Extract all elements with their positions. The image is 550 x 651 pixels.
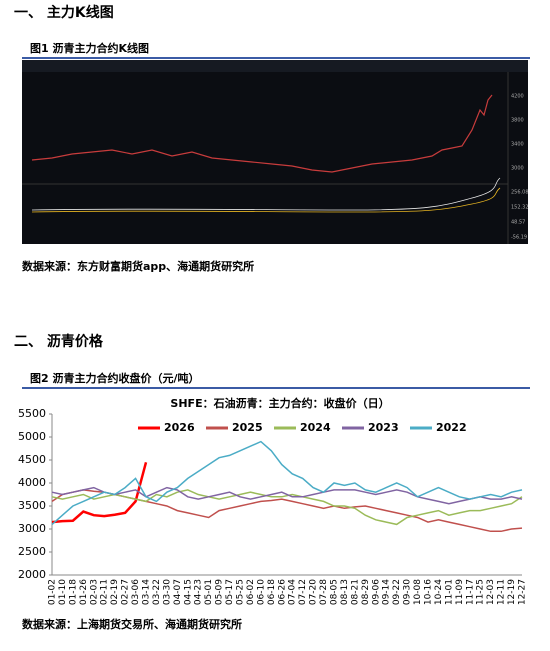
heading: 二、 沥青价格 (14, 334, 103, 350)
x-tick-label: 04-15 (183, 579, 193, 605)
y-tick-label: 3500 (18, 499, 46, 512)
toolbar (22, 60, 528, 72)
y-tick-label: 5500 (18, 407, 46, 420)
kline-screenshot: 4200 3800 3400 3000 256.08 152.32 48.57 -56.19 (22, 60, 528, 244)
y-tick-label: 2500 (18, 545, 46, 558)
rule (22, 57, 530, 59)
x-tick-label: 08-21 (350, 579, 360, 605)
y-tick-label: 3000 (18, 522, 46, 535)
x-tick-label: 09-30 (403, 579, 413, 605)
legend-label: 2024 (300, 421, 331, 434)
x-tick-label: 07-04 (288, 579, 298, 605)
x-tick-label: 12-03 (486, 579, 496, 605)
panel (22, 60, 528, 244)
macd-label: 256.08 (511, 190, 528, 196)
series-line (51, 489, 523, 526)
legend-label: 2025 (232, 421, 263, 434)
x-tick-label: 12-27 (518, 579, 528, 605)
heading: 一、 主力K线图 (14, 5, 114, 21)
x-tick-label: 02-03 (89, 579, 99, 605)
x-tick-label: 04-23 (194, 579, 204, 605)
x-tick-label: 05-17 (225, 579, 235, 605)
series-line (51, 461, 148, 524)
price-label: 4200 (511, 94, 524, 100)
line-chart: SHFE：石油沥青：主力合约：收盘价（日） 2000 2500 3000 3500 40… (18, 396, 528, 605)
x-tick-label: 06-02 (246, 579, 256, 605)
y-tick-label: 5000 (18, 430, 46, 443)
source: 数据来源：上海期货交易所、海通期货研究所 (22, 618, 242, 631)
x-tick-label: 07-12 (298, 579, 308, 605)
price-label: 3800 (511, 118, 524, 124)
price-trace (31, 94, 493, 173)
x-tick-label: 09-06 (371, 579, 381, 605)
x-tick-label: 07-20 (309, 579, 319, 605)
x-tick-label: 02-19 (110, 579, 120, 605)
x-tick-label: 05-01 (204, 579, 214, 605)
x-tick-label: 10-24 (434, 579, 444, 605)
y-tick-label: 2000 (18, 568, 46, 581)
x-tick-label: 06-10 (256, 579, 266, 605)
series-line (51, 486, 523, 505)
x-tick-label: 11-25 (476, 579, 486, 605)
legend-label: 2023 (368, 421, 399, 434)
x-tick-label: 05-09 (215, 579, 225, 605)
y-tick-label: 4000 (18, 476, 46, 489)
x-tick-label: 06-26 (277, 579, 287, 605)
x-tick-label: 10-08 (413, 579, 423, 605)
x-tick-label: 04-07 (173, 579, 183, 605)
price-label: 3000 (511, 166, 524, 172)
x-tick-label: 05-25 (236, 579, 246, 605)
macd-label: 152.32 (511, 205, 528, 211)
legend-label: 2022 (436, 421, 467, 434)
x-tick-label: 02-11 (100, 579, 110, 605)
x-tick-label: 01-10 (58, 579, 68, 605)
macd-signal (31, 187, 501, 213)
chart-title: SHFE：石油沥青：主力合约：收盘价（日） (170, 396, 389, 410)
caption: 图1 沥青主力合约K线图 (30, 42, 150, 55)
x-tick-label: 06-18 (267, 579, 277, 605)
legend-label: 2026 (164, 421, 195, 434)
macd-line (31, 177, 501, 211)
x-tick-label: 12-11 (497, 579, 507, 605)
source: 数据来源：东方财富期货app、海通期货研究所 (22, 260, 255, 273)
y-tick-label: 4500 (18, 453, 46, 466)
x-tick-label: 08-29 (361, 579, 371, 605)
caption: 图2 沥青主力合约收盘价（元/吨） (30, 372, 200, 385)
x-tick-label: 02-27 (121, 579, 131, 605)
x-tick-label: 09-14 (382, 579, 392, 605)
x-tick-label: 03-22 (152, 579, 162, 605)
macd-label: 48.57 (511, 220, 525, 226)
macd-label: -56.19 (511, 235, 527, 241)
x-tick-label: 09-22 (392, 579, 402, 605)
x-tick-label: 03-30 (162, 579, 172, 605)
x-tick-label: 01-02 (48, 579, 58, 605)
x-tick-label: 11-01 (444, 579, 454, 605)
x-tick-label: 01-26 (79, 579, 89, 605)
x-tick-label: 11-17 (465, 579, 475, 605)
rule (22, 387, 530, 389)
x-tick-label: 11-09 (455, 579, 465, 605)
x-tick-label: 08-13 (340, 579, 350, 605)
x-tick-label: 03-06 (131, 579, 141, 605)
x-tick-label: 07-28 (319, 579, 329, 605)
x-tick-label: 12-19 (507, 579, 517, 605)
series-line (51, 440, 523, 525)
x-tick-label: 08-05 (330, 579, 340, 605)
x-tick-label: 01-18 (68, 579, 78, 605)
x-tick-label: 03-14 (142, 579, 152, 605)
price-label: 3400 (511, 142, 524, 148)
x-tick-label: 10-16 (424, 579, 434, 605)
